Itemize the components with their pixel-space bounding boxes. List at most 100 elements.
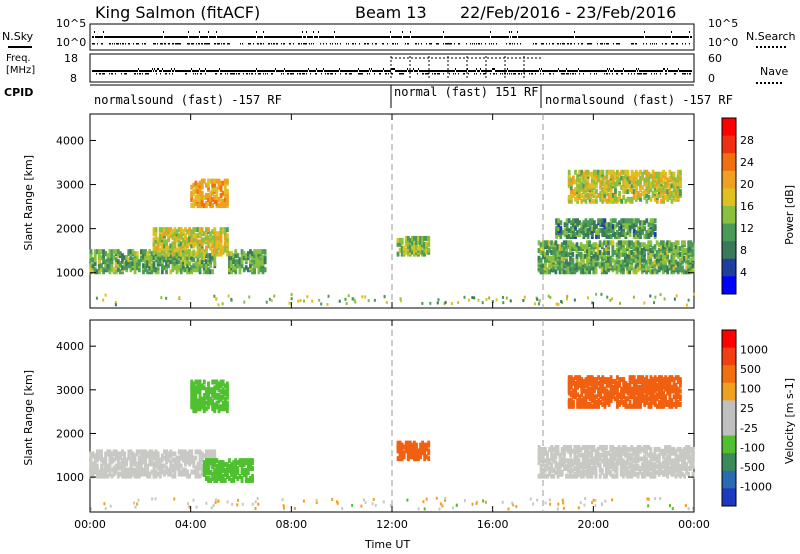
power-cell [546,244,549,250]
power-cell [249,249,252,255]
power-cell [565,259,568,265]
power-cell [655,171,659,177]
power-cell [192,233,196,239]
nsky-trace [628,36,629,38]
power-cell [550,255,554,261]
nave-trace [521,73,522,75]
power-cell [567,169,571,175]
velocity-cell [91,471,95,477]
power-cell [662,269,665,275]
velocity-cell [175,461,179,467]
power-cell [683,255,686,261]
freq-trace [575,70,576,72]
power-cell [204,249,208,255]
nsky-trace [644,31,645,33]
velocity-cell [91,451,95,457]
power-cell [618,226,621,232]
velocity-cell [110,451,114,457]
power-cell [580,169,584,175]
nsearch-trace [117,43,118,45]
nave-trace [496,73,497,75]
velocity-cell [230,462,233,468]
nave-trace [540,73,541,75]
power-cell [666,177,670,183]
nsky-trace [145,36,146,38]
power-cell [577,261,581,267]
freq-trace [280,70,281,72]
nsky-trace [651,36,652,38]
freq-trace [375,70,376,72]
nsky-trace [464,36,465,38]
power-cell [666,253,670,259]
velocity-cell [207,458,210,464]
nsearch-trace [496,43,497,45]
power-cell [620,198,624,204]
velocity-cell [112,457,116,463]
nsky-trace [314,36,315,38]
nave-trace [514,73,515,75]
power-cell [596,248,600,254]
nsky-trace [526,36,527,38]
freq-trace [234,70,235,72]
power-cell [559,233,563,239]
nsky-trace [299,36,300,38]
power-cell [123,261,127,267]
velocity-cell [198,379,202,385]
nsky-trace [141,36,142,38]
velocity-cell [184,453,187,459]
nsky-trace [386,36,387,38]
power-cell [198,267,202,273]
power-cell [156,245,160,251]
freq-trace [447,70,448,72]
power-cell [108,269,112,275]
nave-trace [335,73,336,75]
power-cell [192,267,196,273]
power-cell [584,218,588,224]
power-cell [575,261,579,267]
power-cell [249,253,252,259]
velocity-cell [123,459,127,465]
freq-trace [237,70,238,72]
power-cell [620,169,624,175]
nsearch-trace [261,43,262,45]
power-cell [592,269,596,275]
nsearch-trace [616,43,617,45]
nsky-trace [407,36,408,38]
nsky-trace [166,36,167,38]
freq-trace [533,70,534,72]
freq-trace [357,70,358,72]
freq-trace [161,70,162,72]
nsky-trace [302,31,303,33]
nave-trace [507,73,508,75]
freq-trace [169,70,170,72]
power-cell [601,198,605,204]
velocity-cell [217,468,221,474]
power-cell [666,181,670,187]
freq-trace [399,70,400,72]
power-cell [116,249,120,255]
nsky-trace [267,36,268,38]
nave-trace [201,73,202,75]
nave-trace [549,73,550,75]
power-cell [601,169,605,175]
nsky-trace [159,36,160,38]
nave-trace [124,73,125,75]
power-cell [228,255,231,261]
nsky-trace [519,36,520,38]
nsky-trace [348,36,349,38]
power-cell [622,185,626,191]
power-cell [619,267,623,273]
power-near-cell [338,299,341,303]
power-cell [238,257,242,263]
nsky-trace [222,36,223,38]
power-near-cell [215,297,218,301]
power-cell [569,220,573,226]
velocity-cell [163,469,166,475]
nave-label: Nave [760,65,789,78]
power-cell [626,196,630,202]
nsearch-trace [418,43,419,45]
power-cell [102,253,106,259]
nsearch-trace [330,43,331,45]
power-cell [649,196,653,202]
